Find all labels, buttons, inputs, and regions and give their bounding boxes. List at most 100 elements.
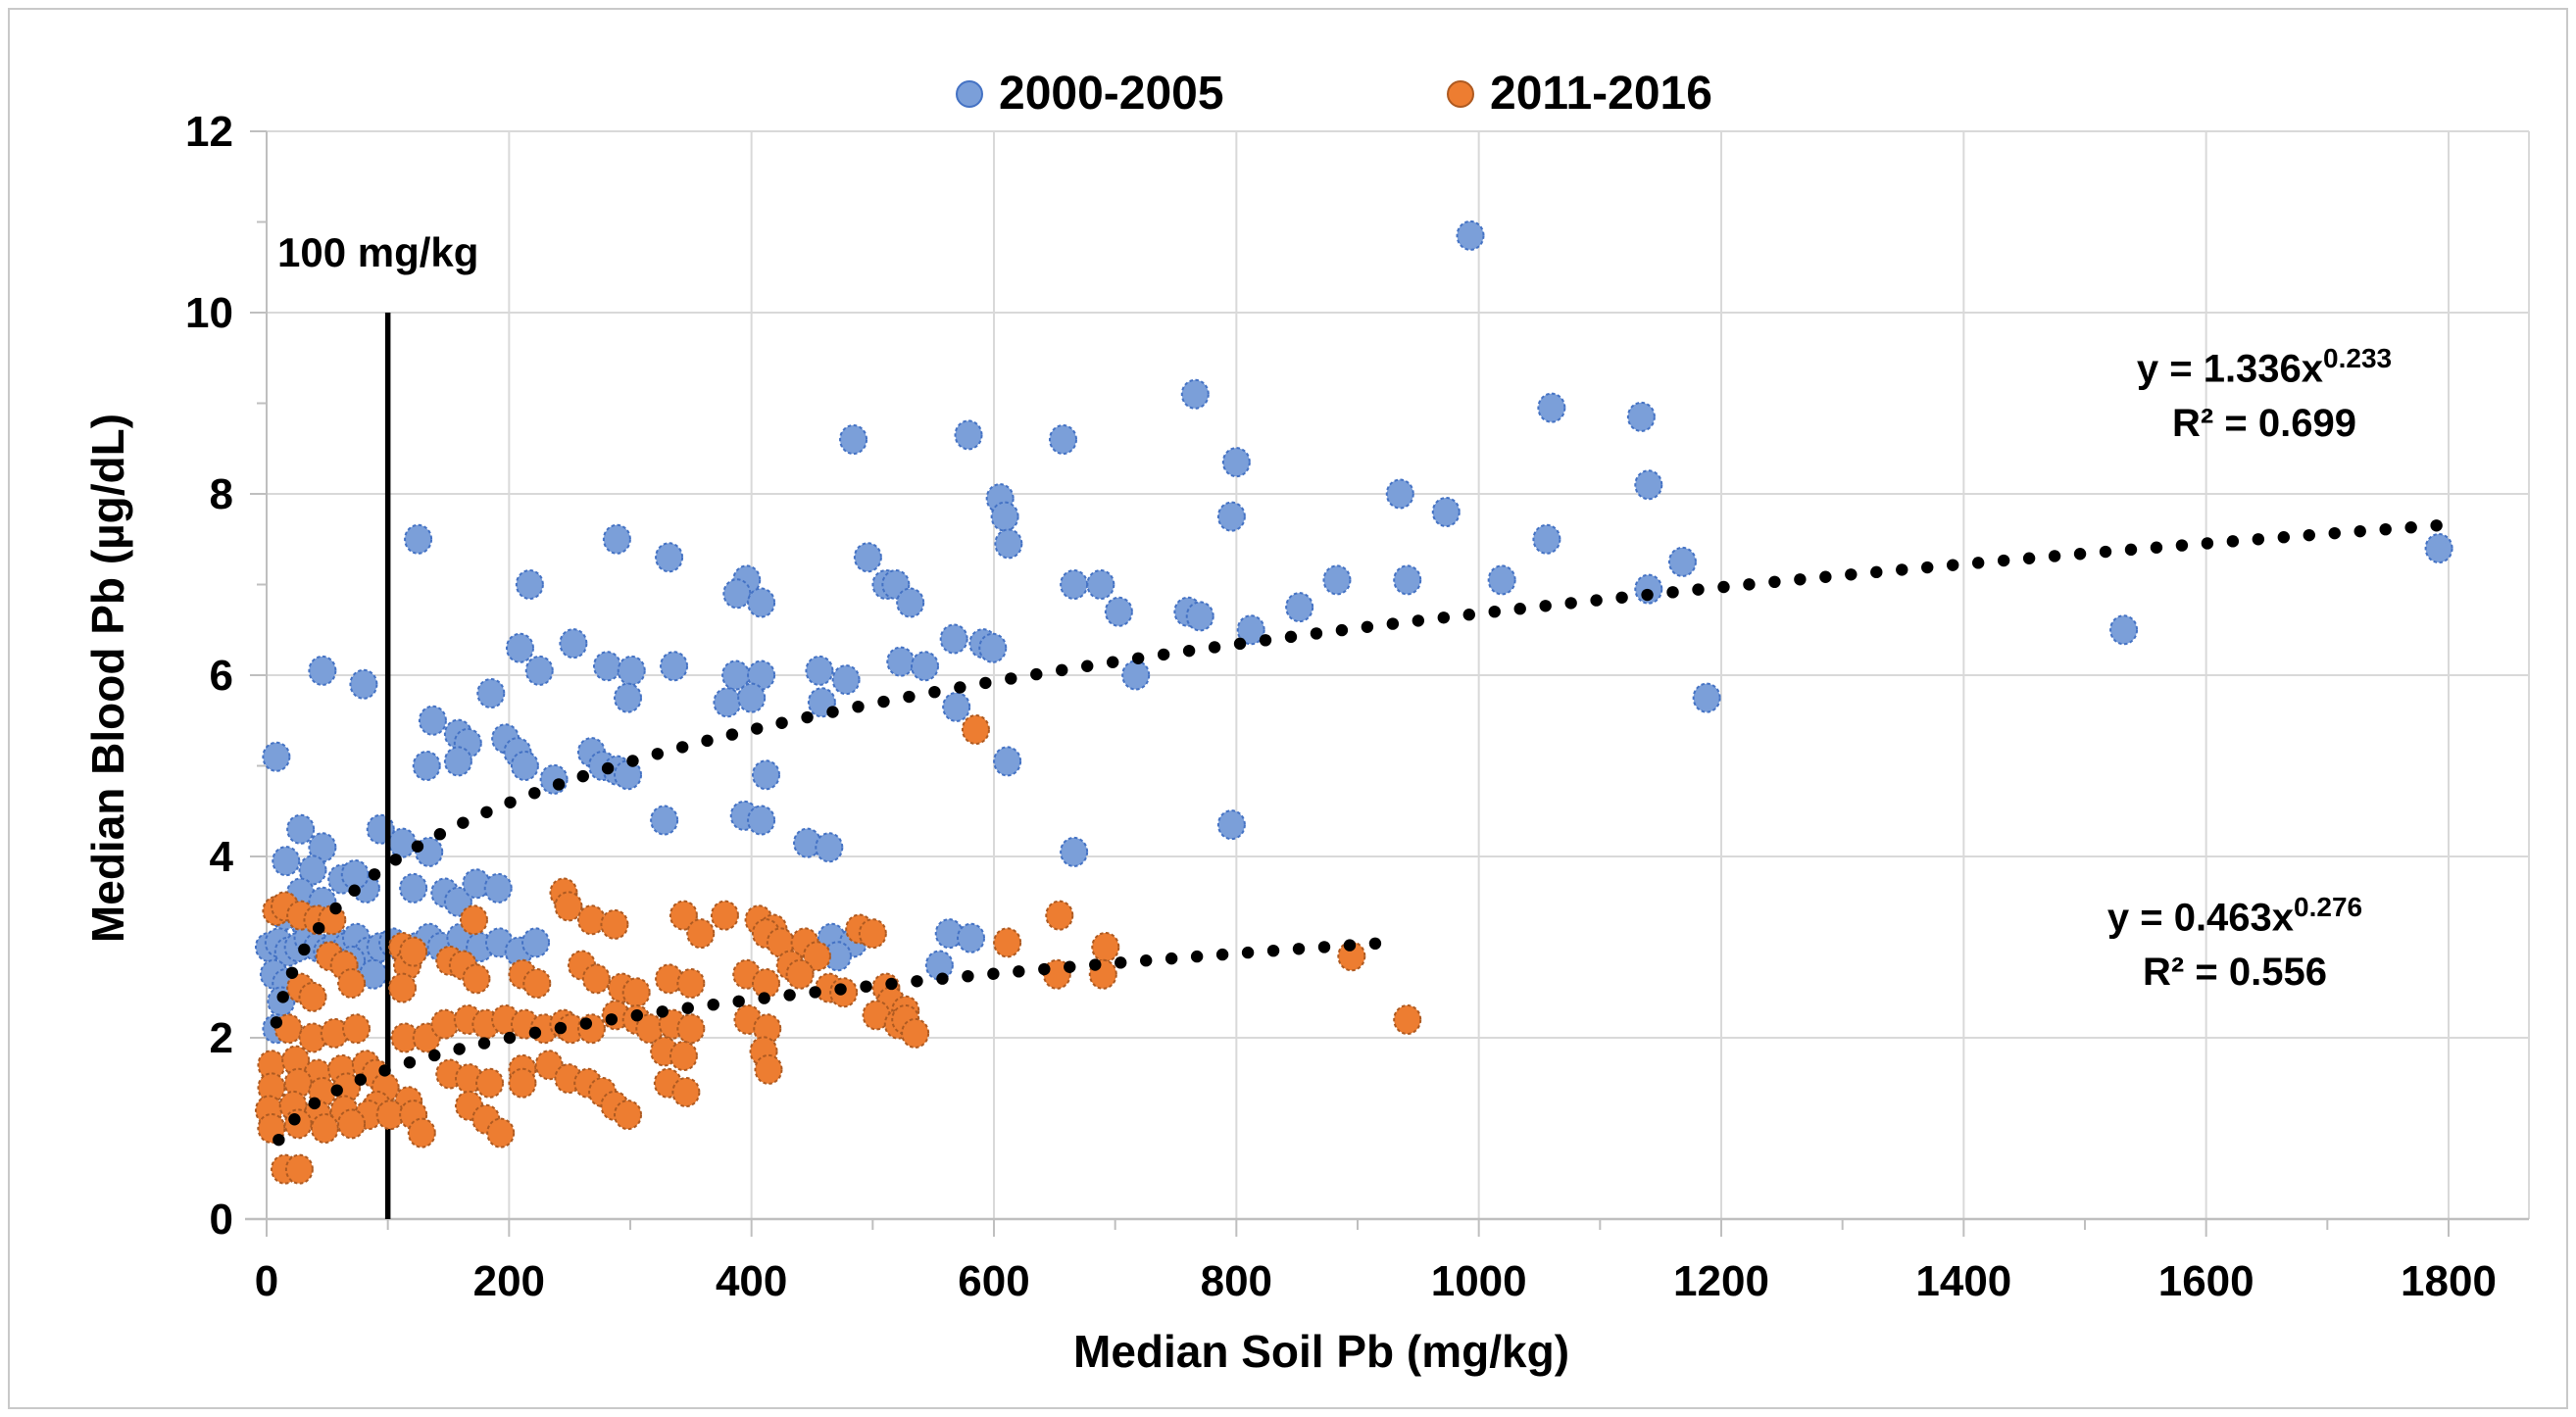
data-point	[508, 1067, 537, 1099]
data-point	[722, 578, 752, 610]
data-point	[621, 977, 651, 1008]
data-point	[747, 660, 776, 691]
y-axis-title: Median Blood Pb (µg/dL)	[82, 413, 133, 944]
data-point	[2424, 533, 2453, 563]
data-point	[676, 1013, 706, 1045]
equation-r2: R² = 0.699	[2172, 402, 2356, 446]
x-tick-label: 1600	[2158, 1257, 2254, 1305]
data-point	[412, 751, 441, 781]
data-point	[1185, 601, 1214, 632]
data-point	[1456, 220, 1485, 251]
data-point	[388, 827, 418, 858]
trendline-equation-2011-2016: y = 0.463x0.276 R² = 0.556	[2049, 880, 2421, 1000]
data-point	[475, 1067, 505, 1099]
y-tick-label: 6	[210, 652, 233, 700]
data-point	[602, 523, 631, 555]
x-tick-label: 400	[716, 1257, 787, 1305]
data-point	[942, 691, 971, 722]
x-tick-label: 0	[255, 1257, 278, 1305]
data-point	[1045, 900, 1074, 931]
data-point	[1393, 564, 1422, 596]
x-tick-label: 1800	[2401, 1257, 2497, 1305]
legend-label: 2011-2016	[1490, 68, 1712, 120]
equation-base: y = 0.463x	[2106, 896, 2295, 940]
data-point	[1385, 478, 1414, 510]
data-point	[737, 682, 767, 713]
legend-marker-orange	[1447, 79, 1474, 108]
data-point	[961, 714, 990, 745]
y-tick-label: 2	[210, 1014, 233, 1062]
trendline-equation-2000-2005: y = 1.336x0.233 R² = 0.699	[2078, 331, 2451, 451]
data-point	[617, 655, 646, 686]
data-point	[308, 655, 337, 686]
data-point	[669, 1041, 698, 1071]
x-axis-title: Median Soil Pb (mg/kg)	[1073, 1326, 1570, 1377]
data-point	[1221, 447, 1251, 478]
x-tick-label: 1400	[1915, 1257, 2011, 1305]
data-point	[1285, 592, 1314, 623]
data-point	[815, 832, 844, 863]
data-point	[2109, 614, 2139, 646]
data-point	[1048, 424, 1077, 455]
data-point	[1091, 932, 1120, 962]
threshold-label: 100 mg/kg	[277, 229, 479, 275]
data-point	[1393, 1004, 1422, 1035]
data-point	[554, 891, 583, 922]
data-point	[1692, 682, 1721, 713]
data-point	[539, 763, 569, 795]
trendline-2011-2016	[272, 937, 1382, 1147]
data-point	[524, 655, 554, 686]
x-tick-label: 800	[1201, 1257, 1272, 1305]
data-point	[298, 981, 327, 1012]
legend-item-2000-2005: 2000-2005	[956, 67, 1224, 121]
data-point	[911, 651, 940, 682]
x-tick-label: 200	[473, 1257, 545, 1305]
data-point	[576, 1013, 606, 1045]
data-point	[805, 655, 834, 686]
legend-item-2011-2016: 2011-2016	[1447, 67, 1712, 121]
data-point	[752, 759, 781, 791]
data-point	[581, 963, 611, 995]
data-point	[1322, 564, 1352, 596]
equation-exponent: 0.233	[2323, 343, 2393, 373]
data-point	[721, 660, 751, 691]
data-point	[262, 741, 291, 772]
data-point	[1337, 941, 1366, 972]
data-point	[430, 1008, 460, 1040]
data-point	[576, 904, 606, 936]
equation-exponent: 0.276	[2294, 892, 2363, 922]
data-point	[505, 632, 534, 663]
data-point	[990, 501, 1019, 532]
data-point	[886, 646, 916, 677]
data-point	[486, 1117, 516, 1148]
data-point	[650, 805, 679, 836]
data-point	[924, 950, 954, 981]
data-point	[483, 872, 513, 904]
data-point	[308, 832, 337, 863]
data-point	[1537, 392, 1566, 423]
data-point	[978, 632, 1008, 663]
data-point	[1104, 596, 1133, 627]
data-point	[957, 922, 986, 953]
data-point	[462, 963, 491, 995]
data-point	[858, 918, 887, 950]
data-point	[754, 1053, 783, 1085]
data-point	[1086, 569, 1115, 600]
data-point	[443, 746, 472, 777]
data-point	[939, 623, 968, 655]
data-point	[298, 855, 327, 886]
data-point	[521, 927, 551, 958]
data-point	[614, 759, 643, 791]
data-point	[418, 705, 447, 736]
equation-base: y = 1.336x	[2136, 347, 2324, 391]
data-point	[655, 542, 684, 573]
data-point	[753, 1013, 782, 1045]
data-point	[404, 523, 433, 555]
data-point	[510, 751, 539, 781]
data-point	[614, 682, 643, 713]
data-point	[802, 941, 831, 972]
data-point	[476, 678, 506, 708]
data-point	[515, 569, 544, 600]
data-point	[337, 1108, 367, 1140]
